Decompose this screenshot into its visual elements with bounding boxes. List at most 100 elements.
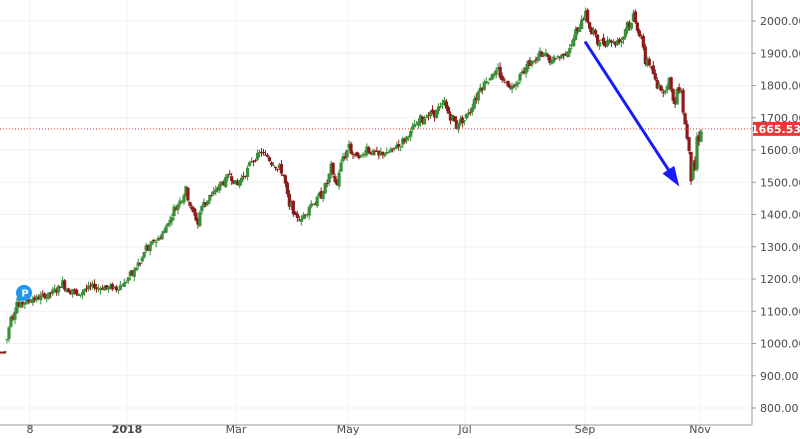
candle-body — [265, 154, 270, 157]
candle-body — [458, 119, 462, 124]
candle-body — [154, 241, 158, 243]
candle-body — [140, 257, 144, 262]
candle-body — [337, 172, 341, 187]
candle-body — [142, 252, 146, 258]
candle-body — [659, 85, 663, 91]
candle-body — [643, 46, 647, 65]
candle-body — [190, 206, 194, 210]
candle-body — [570, 44, 574, 47]
candle-body — [444, 101, 449, 109]
candle-body — [393, 147, 397, 149]
candle-body — [407, 136, 411, 138]
candle-body — [641, 35, 645, 48]
candle-body — [45, 297, 49, 299]
candle-body — [651, 65, 655, 74]
candle-body — [369, 152, 373, 155]
candle-body — [35, 296, 39, 301]
candle-body — [114, 286, 118, 291]
candle-body — [621, 36, 626, 40]
position-marker-icon[interactable] — [16, 284, 32, 301]
candle-body — [462, 120, 466, 122]
candle-body — [184, 186, 188, 196]
candle-body — [653, 73, 657, 80]
candle-body — [363, 153, 367, 156]
candle-body — [649, 66, 653, 68]
candle-body — [158, 238, 162, 240]
candle-body — [434, 109, 439, 119]
candle-body — [685, 123, 689, 139]
candle-body — [683, 113, 687, 125]
candle-body — [428, 111, 433, 117]
candle-body — [240, 177, 244, 183]
candle-body — [148, 244, 152, 252]
candle-body — [597, 42, 602, 47]
candle-body — [456, 122, 460, 130]
candle-body — [426, 115, 431, 117]
candle-body — [120, 285, 124, 287]
candle-body — [538, 50, 542, 57]
candle-body — [108, 285, 112, 288]
candle-body — [675, 89, 679, 105]
candle-body — [679, 90, 683, 93]
candle-body — [130, 270, 134, 276]
candle-body — [74, 289, 79, 295]
candle-body — [0, 351, 6, 354]
candle-body — [208, 194, 212, 201]
candle-body — [623, 29, 628, 37]
candle-body — [542, 53, 546, 56]
candle-body — [568, 48, 572, 53]
position-marker-tail — [16, 296, 22, 302]
candle-body — [506, 80, 510, 87]
candle-body — [345, 149, 349, 158]
candle-body — [238, 180, 242, 187]
candle-body — [214, 189, 218, 193]
y-tick-label: 1200.00 — [760, 273, 800, 286]
candle-body — [289, 202, 293, 207]
candle-body — [29, 301, 33, 303]
candle-body — [96, 288, 101, 290]
candle-body — [496, 67, 500, 70]
candle-body — [301, 215, 305, 220]
candle-body — [200, 205, 204, 212]
candle-body — [55, 290, 59, 293]
y-tick-label: 1800.00 — [760, 80, 800, 93]
candle-body — [166, 223, 170, 226]
candle-body — [500, 75, 504, 81]
candle-body — [37, 297, 41, 300]
candle-body — [504, 82, 508, 84]
candle-body — [110, 284, 114, 290]
candle-body — [417, 121, 421, 126]
candle-body — [611, 41, 616, 44]
candle-body — [639, 36, 643, 38]
candle-body — [419, 115, 423, 123]
candle-body — [613, 41, 618, 46]
candle-body — [512, 85, 516, 87]
candle-body — [482, 82, 486, 91]
candle-body — [599, 39, 604, 41]
candle-body — [261, 152, 266, 154]
candle-body — [319, 191, 323, 199]
candle-body — [699, 130, 703, 142]
candle-body — [321, 193, 325, 199]
candle-body — [625, 21, 630, 31]
y-tick-label: 1700.00 — [760, 112, 800, 125]
candle-body — [689, 151, 693, 182]
candle-body — [230, 176, 234, 182]
y-tick-label: 1600.00 — [760, 144, 800, 157]
candle-body — [65, 289, 69, 292]
candle-body — [550, 60, 554, 64]
candle-body — [554, 58, 558, 60]
candle-body — [615, 40, 620, 45]
candle-body — [629, 22, 633, 29]
candle-body — [136, 262, 140, 267]
candle-body — [687, 137, 691, 151]
candle-body — [365, 146, 369, 155]
candle-body — [544, 52, 548, 56]
candle-body — [269, 162, 274, 165]
candle-body — [520, 72, 524, 74]
candle-body — [333, 176, 337, 183]
candle-body — [182, 195, 186, 203]
candle-body — [450, 114, 455, 120]
candle-body — [373, 150, 377, 152]
candle-body — [411, 126, 415, 130]
